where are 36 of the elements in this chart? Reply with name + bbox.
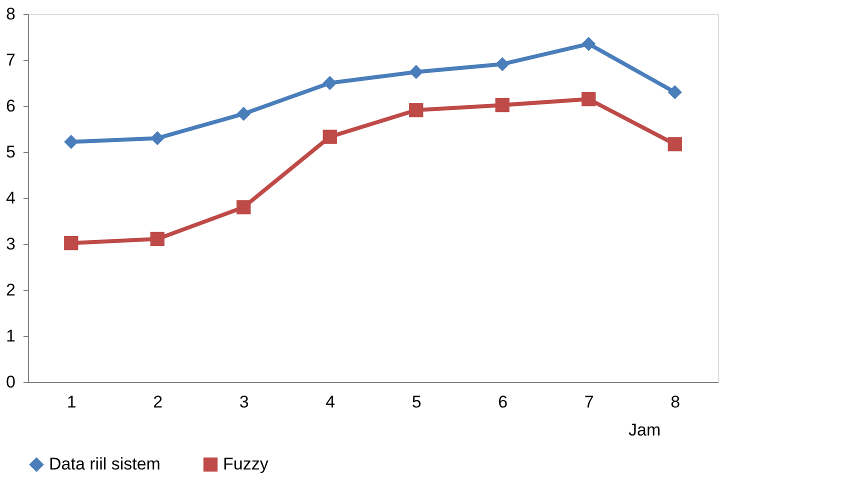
y-tick-label: 2 (6, 280, 16, 300)
point (236, 200, 251, 214)
x-tick-label: 2 (153, 392, 163, 412)
legend-label: Fuzzy (223, 454, 269, 474)
y-tick-label: 5 (6, 142, 16, 162)
point (668, 85, 682, 100)
point (409, 103, 424, 118)
y-tick-label: 8 (6, 4, 16, 24)
x-tick-label: 4 (326, 392, 336, 412)
point (582, 92, 596, 106)
point (409, 64, 424, 80)
point (495, 98, 510, 112)
point (150, 131, 164, 146)
x-tick-label: 3 (239, 392, 249, 412)
x-tick-label: 1 (66, 392, 76, 412)
x-axis-title: Jam (628, 420, 661, 440)
x-tick-label: 7 (584, 392, 594, 412)
y-tick-label: 3 (6, 234, 16, 254)
point (64, 134, 78, 149)
y-tick-label: 6 (6, 96, 16, 116)
y-tick-label: 0 (6, 372, 16, 392)
point (582, 36, 596, 51)
x-tick-label: 5 (412, 392, 422, 412)
y-tick-label: 1 (6, 326, 16, 346)
legend-label: Data riil sistem (49, 454, 160, 474)
point (150, 232, 164, 246)
point (64, 236, 78, 250)
point (322, 76, 337, 90)
point (322, 130, 337, 144)
point (236, 106, 251, 121)
point (495, 57, 510, 72)
x-tick-label: 8 (670, 392, 680, 412)
x-tick-label: 6 (498, 392, 508, 412)
y-tick-label: 4 (6, 188, 16, 208)
point (668, 137, 682, 152)
y-tick-label: 7 (6, 50, 16, 70)
